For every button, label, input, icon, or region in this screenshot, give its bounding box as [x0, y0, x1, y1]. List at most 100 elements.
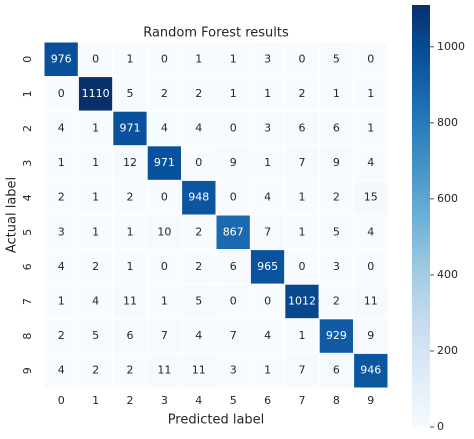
heatmap-cell [318, 283, 355, 320]
heatmap-cell [43, 41, 79, 78]
cell-label: 2 [127, 191, 134, 204]
heatmap-cell [318, 214, 355, 251]
x-axis-label: Predicted label [168, 413, 265, 428]
y-tick-label: 4 [21, 194, 34, 201]
heatmap-cell [249, 283, 286, 320]
heatmap-cell [249, 249, 286, 285]
cell-label: 6 [230, 260, 237, 273]
heatmap-cell [43, 318, 79, 354]
heatmap-cell [284, 249, 320, 285]
cell-label: 0 [161, 191, 168, 204]
heatmap-cell [112, 110, 148, 147]
cell-label: 4 [92, 295, 99, 308]
x-tick-label: 6 [264, 394, 271, 407]
heatmap-cell [77, 110, 114, 147]
cell-label: 7 [264, 225, 271, 238]
cell-label: 0 [367, 52, 374, 65]
cell-label: 946 [360, 364, 381, 377]
heatmap-cell [318, 352, 355, 389]
y-tick-label: 2 [21, 125, 34, 132]
y-tick-label: 8 [21, 333, 34, 340]
heatmap-cell [43, 145, 79, 181]
cell-label: 3 [264, 122, 271, 135]
cell-label: 2 [195, 225, 202, 238]
cell-label: 971 [154, 156, 175, 169]
cell-label: 0 [264, 295, 271, 308]
cell-label: 6 [299, 122, 306, 135]
cell-label: 1 [367, 122, 374, 135]
heatmap-cell [284, 179, 320, 216]
cell-label: 1 [230, 52, 237, 65]
cell-label: 3 [58, 225, 65, 238]
cell-label: 6 [333, 122, 340, 135]
x-tick-label: 7 [299, 394, 306, 407]
x-tick-label: 9 [367, 394, 374, 407]
cell-label: 11 [364, 295, 378, 308]
heatmap-cell [215, 249, 251, 285]
cell-label: 4 [58, 260, 65, 273]
cell-label: 6 [127, 329, 134, 342]
cell-label: 2 [58, 329, 65, 342]
colorbar-tick-label: 800 [437, 116, 458, 129]
cell-label: 929 [326, 329, 347, 342]
chart-title: Random Forest results [143, 26, 289, 41]
heatmap-cell [43, 352, 79, 389]
cell-label: 1 [299, 191, 306, 204]
cell-label: 7 [299, 364, 306, 377]
heatmap-cell [43, 214, 79, 251]
cell-label: 1012 [288, 295, 316, 308]
colorbar-tick-label: 200 [437, 344, 458, 357]
x-tick-label: 1 [92, 394, 99, 407]
cell-label: 5 [333, 52, 340, 65]
heatmap-cell [215, 179, 251, 216]
heatmap-cell [215, 145, 251, 181]
cell-label: 5 [333, 225, 340, 238]
heatmap-cell [181, 352, 217, 389]
heatmap-cell [215, 352, 251, 389]
heatmap-cell [318, 249, 355, 285]
heatmap-cell [353, 283, 389, 320]
heatmap-cell [318, 110, 355, 147]
cell-label: 976 [51, 52, 72, 65]
cell-label: 1 [161, 295, 168, 308]
cell-label: 0 [230, 295, 237, 308]
cell-label: 867 [223, 225, 244, 238]
y-tick-label: 3 [21, 160, 34, 167]
cell-label: 2 [58, 191, 65, 204]
colorbar-tick-label: 0 [437, 420, 444, 433]
cell-label: 15 [364, 191, 378, 204]
cell-label: 7 [299, 156, 306, 169]
heatmap-cell [353, 318, 389, 354]
x-tick-label: 4 [195, 394, 202, 407]
cell-label: 1 [58, 156, 65, 169]
heatmap-cell [77, 318, 114, 354]
cell-label: 1 [367, 87, 374, 100]
cell-label: 2 [161, 87, 168, 100]
heatmap-cell [215, 41, 251, 78]
cell-label: 1 [264, 364, 271, 377]
heatmap-cell [353, 179, 389, 216]
cell-label: 971 [120, 122, 141, 135]
y-tick-label: 9 [21, 367, 34, 374]
y-tick-label: 0 [21, 56, 34, 63]
cell-label: 4 [58, 122, 65, 135]
heatmap-cell [146, 249, 183, 285]
heatmap-cell [284, 352, 320, 389]
cell-label: 4 [367, 156, 374, 169]
heatmap-cell [215, 76, 251, 112]
heatmap-cell [146, 318, 183, 354]
cell-label: 1 [92, 225, 99, 238]
cell-label: 948 [188, 191, 209, 204]
cell-label: 3 [333, 260, 340, 273]
x-tick-label: 8 [333, 394, 340, 407]
colorbar-tick-label: 600 [437, 192, 458, 205]
colorbar [412, 5, 430, 427]
cell-label: 12 [123, 156, 137, 169]
cell-label: 1 [92, 191, 99, 204]
cell-label: 1 [230, 87, 237, 100]
cell-label: 4 [264, 329, 271, 342]
cell-label: 1 [264, 87, 271, 100]
cell-label: 4 [195, 329, 202, 342]
y-axis-label: Actual label [5, 177, 20, 253]
heatmap-cell [112, 352, 148, 389]
